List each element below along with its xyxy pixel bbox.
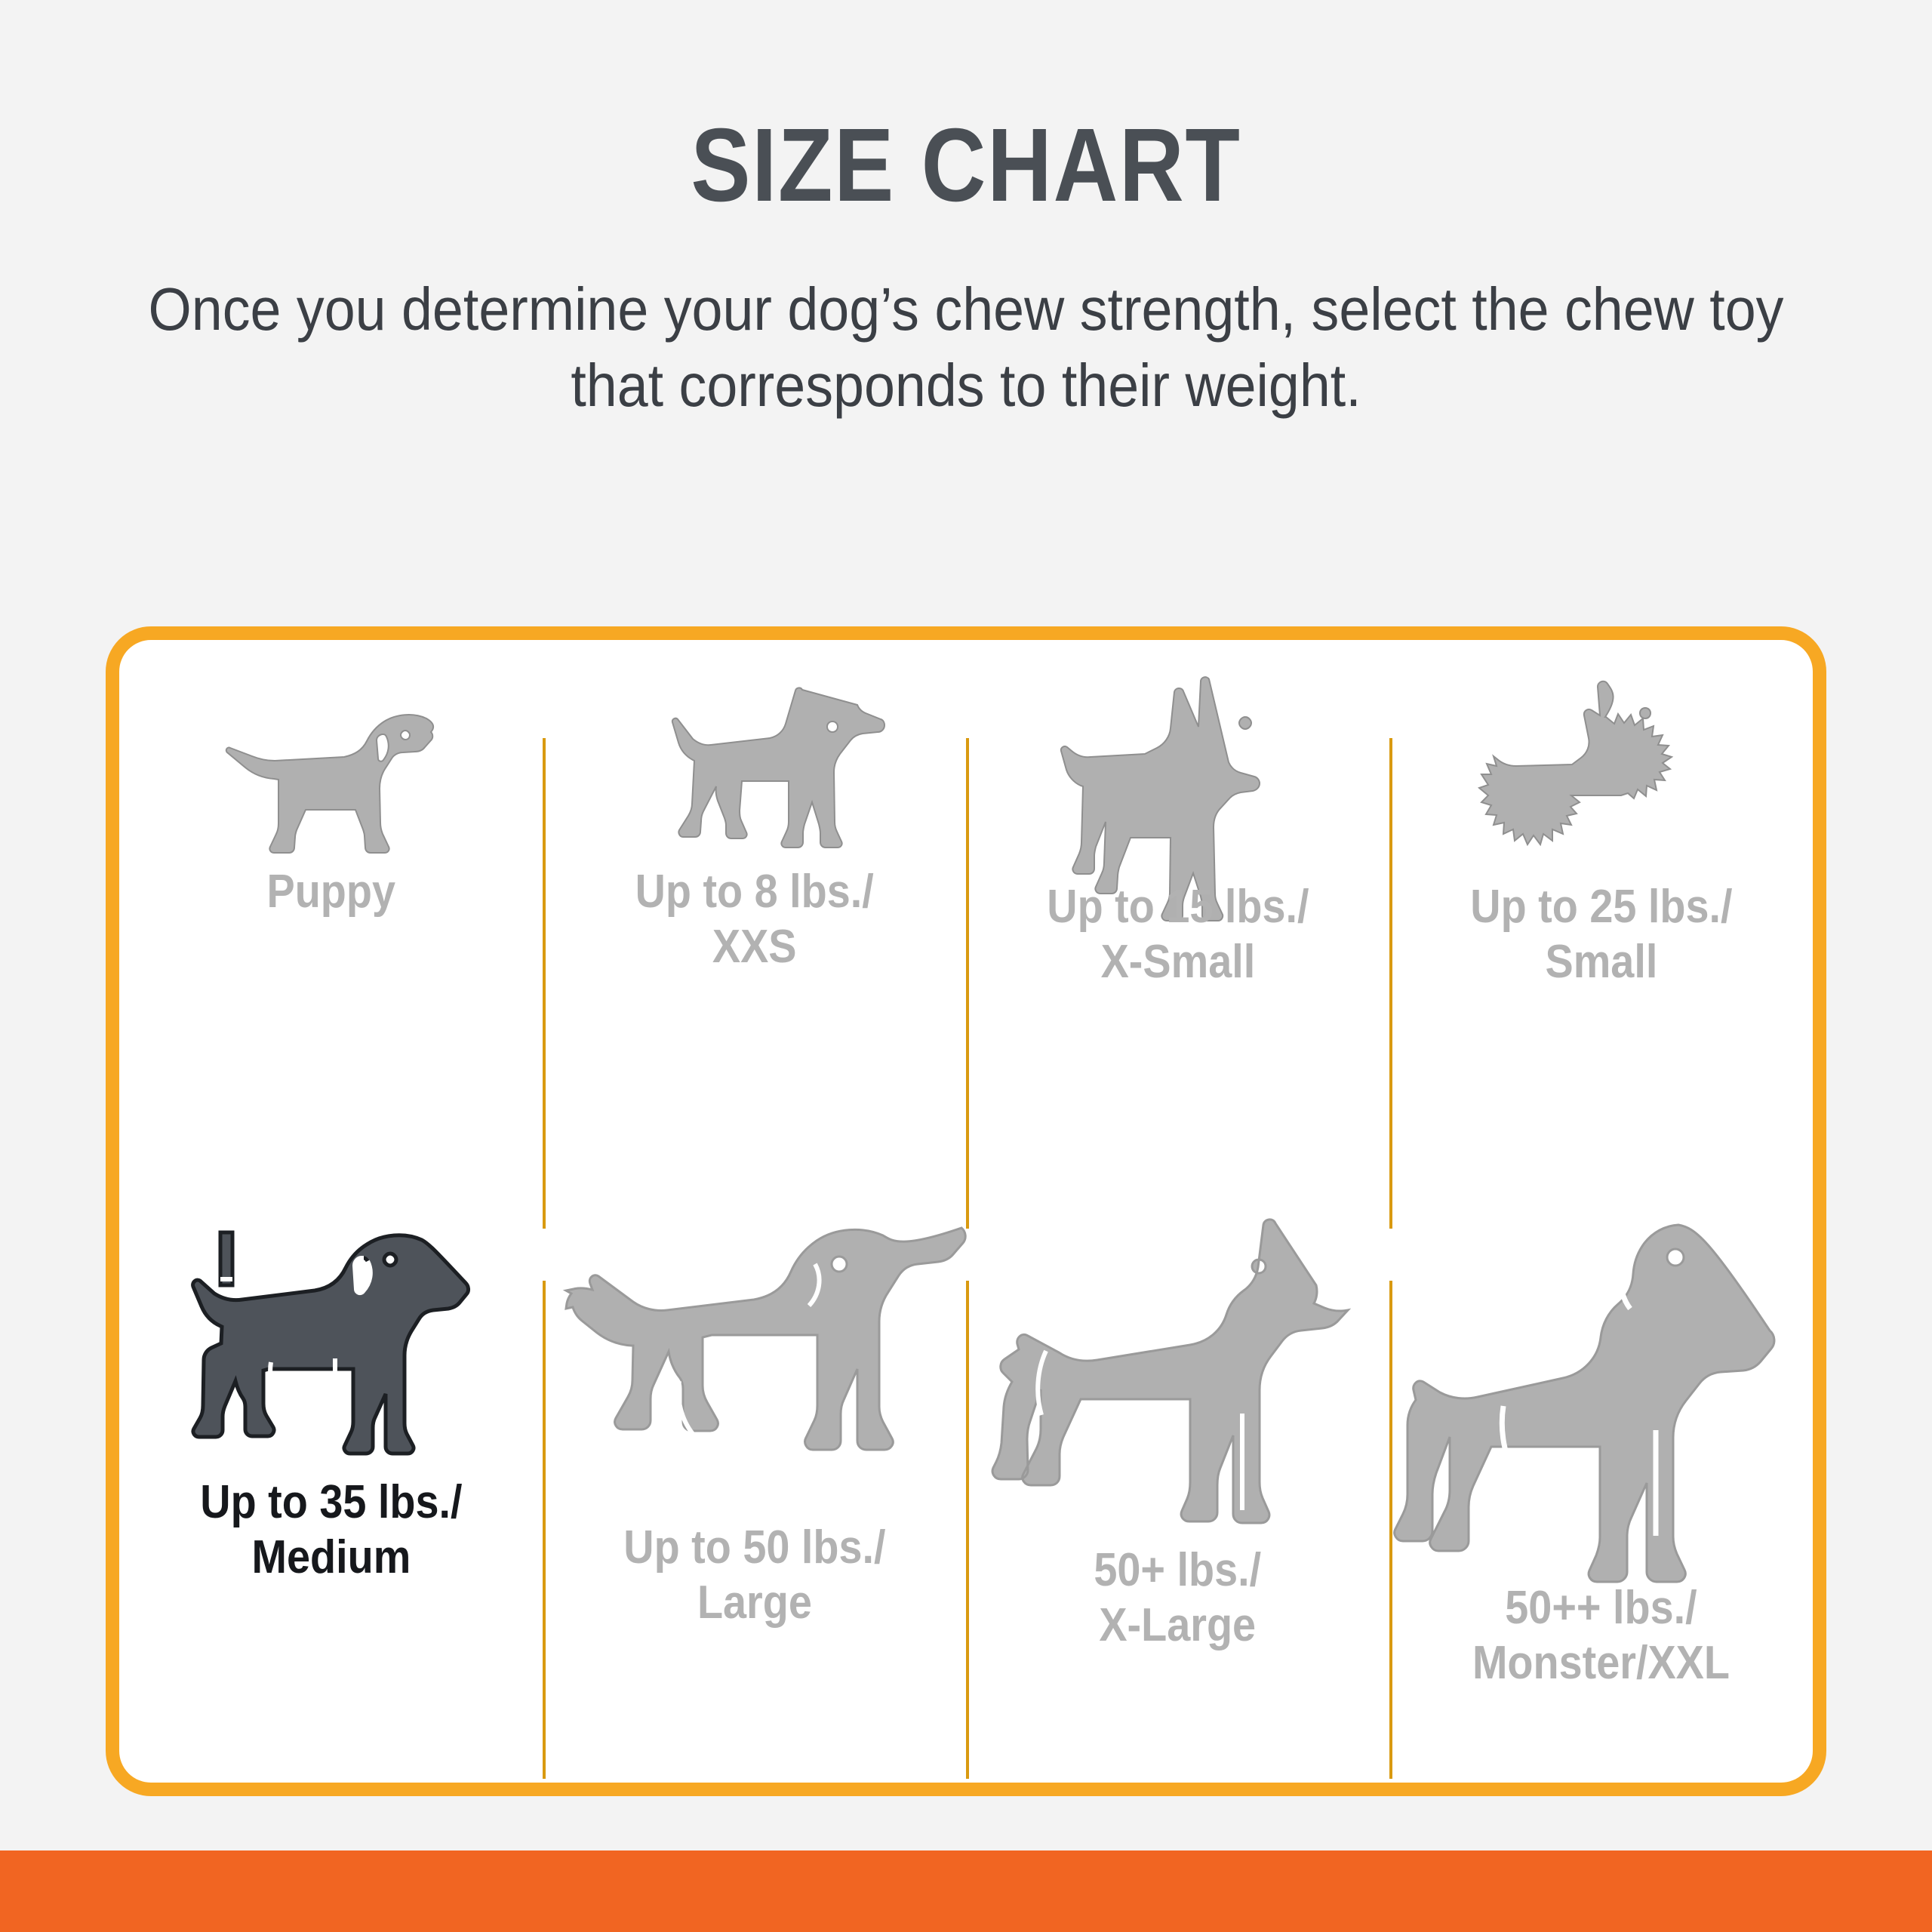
size-cell-puppy[interactable]: Puppy — [119, 640, 543, 1211]
chihuahua-dog-icon — [543, 676, 966, 865]
size-grid: Puppy Up to 8 lbs./ XXS Up to 15 lbs./ X… — [119, 640, 1813, 1783]
column-divider — [543, 738, 546, 1229]
bottom-orange-bar — [0, 1850, 1932, 1932]
size-cell-xlarge[interactable]: 50+ lbs./ X-Large — [966, 1211, 1389, 1783]
min-pin-dog-icon — [966, 676, 1389, 921]
page-title: SIZE CHART — [691, 107, 1241, 223]
size-chart-card: Puppy Up to 8 lbs./ XXS Up to 15 lbs./ X… — [106, 626, 1826, 1796]
shepherd-dog-icon — [966, 1218, 1389, 1543]
size-cell-label: Up to 15 lbs./ X-Small — [1046, 881, 1309, 988]
terrier-dog-icon — [1389, 676, 1813, 880]
size-cell-label: Up to 35 lbs./ Medium — [199, 1476, 463, 1583]
column-divider — [543, 1281, 546, 1779]
column-divider — [1389, 1281, 1392, 1779]
column-divider — [1389, 738, 1392, 1229]
beagle-dog-icon — [119, 1219, 543, 1475]
column-divider — [966, 1281, 969, 1779]
size-cell-medium[interactable]: Up to 35 lbs./ Medium — [119, 1211, 543, 1783]
size-cell-label: 50++ lbs./ Monster/XXL — [1472, 1582, 1730, 1689]
size-cell-label: 50+ lbs./ X-Large — [1094, 1544, 1262, 1651]
size-cell-small[interactable]: Up to 25 lbs./ Small — [1389, 640, 1813, 1229]
size-cell-monster-xxl[interactable]: 50++ lbs./ Monster/XXL — [1389, 1211, 1813, 1783]
size-cell-xxs[interactable]: Up to 8 lbs./ XXS — [543, 640, 966, 1229]
labrador-dog-icon — [543, 1219, 967, 1521]
size-cell-label: Up to 50 lbs./ Large — [623, 1521, 886, 1629]
great-dane-dog-icon — [1389, 1219, 1813, 1583]
page-subtitle: Once you determine your dog’s chew stren… — [148, 275, 1784, 419]
column-divider — [966, 738, 969, 1229]
size-cell-xsmall[interactable]: Up to 15 lbs./ X-Small — [966, 640, 1389, 1229]
size-cell-label: Up to 25 lbs./ Small — [1469, 881, 1733, 988]
puppy-dog-icon — [119, 676, 543, 865]
size-cell-label: Puppy — [266, 866, 395, 918]
header: SIZE CHART Once you determine your dog’s… — [0, 0, 1932, 424]
size-cell-label: Up to 8 lbs./ XXS — [635, 866, 874, 973]
size-cell-large[interactable]: Up to 50 lbs./ Large — [543, 1211, 967, 1783]
